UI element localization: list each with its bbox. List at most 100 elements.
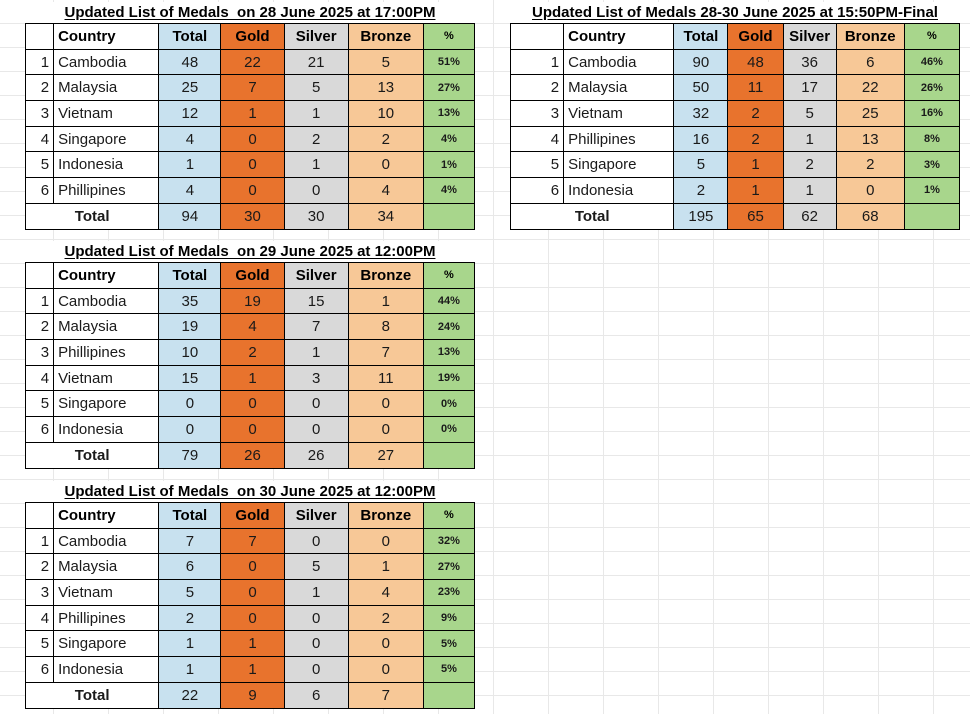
cell-bronze[interactable]: 6 [835,48,905,76]
cell-total-total[interactable]: 94 [158,202,222,230]
cell-bronze[interactable]: 13 [347,74,424,102]
cell-bronze[interactable]: 0 [347,527,424,555]
cell-gold[interactable]: 48 [727,48,784,76]
cell-row-number[interactable]: 2 [24,313,55,341]
cell-row-number[interactable]: 3 [24,100,55,127]
cell-row-number[interactable]: 1 [24,527,55,555]
cell-percent[interactable]: 44% [422,287,476,315]
cell-percent[interactable]: 1% [903,177,961,204]
cell-row-number[interactable]: 4 [24,125,55,153]
cell-total-percent[interactable] [903,202,961,230]
cell-percent[interactable]: 27% [422,553,476,581]
cell-bronze[interactable]: 1 [347,287,424,315]
cell-bronze[interactable]: 22 [835,74,905,102]
cell-gold[interactable]: 0 [220,579,285,606]
cell-total-bronze[interactable]: 27 [347,441,424,469]
column-header-country[interactable]: Country [53,23,160,50]
cell-percent[interactable]: 19% [422,364,476,392]
cell-bronze[interactable]: 4 [347,177,424,204]
cell-total[interactable]: 16 [673,125,729,153]
column-header-percent[interactable]: % [422,23,476,50]
cell-gold[interactable]: 2 [220,339,285,366]
cell-total-gold[interactable]: 9 [220,681,285,709]
cell-percent[interactable]: 4% [422,125,476,153]
cell-row-number[interactable]: 1 [24,48,55,76]
cell-percent[interactable]: 3% [903,151,961,179]
cell-silver[interactable]: 5 [283,553,349,581]
cell-gold[interactable]: 7 [220,74,285,102]
cell-gold[interactable]: 1 [220,630,285,658]
cell-total-percent[interactable] [422,441,476,469]
cell-total[interactable]: 2 [158,604,222,632]
cell-gold[interactable]: 11 [727,74,784,102]
cell-percent[interactable]: 24% [422,313,476,341]
cell-country[interactable]: Vietnam [53,364,160,392]
cell-gold[interactable]: 0 [220,177,285,204]
cell-gold[interactable]: 0 [220,151,285,179]
cell-row-number[interactable]: 6 [24,656,55,683]
cell-silver[interactable]: 2 [283,125,349,153]
cell-row-number[interactable]: 1 [24,287,55,315]
cell-total[interactable]: 32 [673,100,729,127]
cell-total[interactable]: 50 [673,74,729,102]
cell-row-number[interactable]: 4 [24,364,55,392]
cell-total[interactable]: 5 [673,151,729,179]
cell-gold[interactable]: 4 [220,313,285,341]
cell-total-label[interactable]: Total [24,202,160,230]
cell-silver[interactable]: 1 [283,100,349,127]
cell-country[interactable]: Phillipines [53,339,160,366]
cell-row-number[interactable]: 2 [24,74,55,102]
cell-bronze[interactable]: 0 [347,151,424,179]
cell-country[interactable]: Singapore [563,151,675,179]
cell-percent[interactable]: 1% [422,151,476,179]
cell-silver[interactable]: 1 [283,579,349,606]
cell-total[interactable]: 1 [158,630,222,658]
cell-percent[interactable]: 32% [422,527,476,555]
cell-row-number[interactable]: 5 [24,151,55,179]
cell-country[interactable]: Indonesia [53,656,160,683]
cell-bronze[interactable]: 8 [347,313,424,341]
cell-silver[interactable]: 1 [782,177,837,204]
cell-silver[interactable]: 0 [283,390,349,418]
cell-total-silver[interactable]: 30 [283,202,349,230]
cell-bronze[interactable]: 13 [835,125,905,153]
cell-total-bronze[interactable]: 68 [835,202,905,230]
cell-total-silver[interactable]: 6 [283,681,349,709]
corner-cell[interactable] [24,262,55,289]
cell-country[interactable]: Indonesia [563,177,675,204]
cell-bronze[interactable]: 25 [835,100,905,127]
cell-country[interactable]: Malaysia [53,313,160,341]
cell-total-silver[interactable]: 62 [782,202,837,230]
cell-total[interactable]: 25 [158,74,222,102]
cell-silver[interactable]: 1 [283,339,349,366]
cell-silver[interactable]: 5 [782,100,837,127]
cell-country[interactable]: Malaysia [53,553,160,581]
cell-percent[interactable]: 46% [903,48,961,76]
column-header-silver[interactable]: Silver [283,262,349,289]
column-header-percent[interactable]: % [422,262,476,289]
cell-total[interactable]: 12 [158,100,222,127]
column-header-gold[interactable]: Gold [220,23,285,50]
cell-total[interactable]: 5 [158,579,222,606]
table-title[interactable]: Updated List of Medals on 28 June 2025 a… [25,2,475,23]
cell-bronze[interactable]: 0 [835,177,905,204]
cell-gold[interactable]: 0 [220,125,285,153]
cell-bronze[interactable]: 0 [347,656,424,683]
cell-total[interactable]: 90 [673,48,729,76]
cell-row-number[interactable]: 5 [24,630,55,658]
cell-total-total[interactable]: 22 [158,681,222,709]
column-header-country[interactable]: Country [563,23,675,50]
cell-percent[interactable]: 51% [422,48,476,76]
cell-bronze[interactable]: 0 [347,390,424,418]
cell-country[interactable]: Malaysia [563,74,675,102]
cell-total[interactable]: 4 [158,125,222,153]
cell-silver[interactable]: 2 [782,151,837,179]
cell-percent[interactable]: 5% [422,630,476,658]
column-header-country[interactable]: Country [53,262,160,289]
cell-percent[interactable]: 0% [422,390,476,418]
column-header-gold[interactable]: Gold [220,502,285,529]
cell-gold[interactable]: 1 [727,177,784,204]
cell-total-label[interactable]: Total [24,441,160,469]
cell-gold[interactable]: 2 [727,125,784,153]
cell-country[interactable]: Vietnam [563,100,675,127]
